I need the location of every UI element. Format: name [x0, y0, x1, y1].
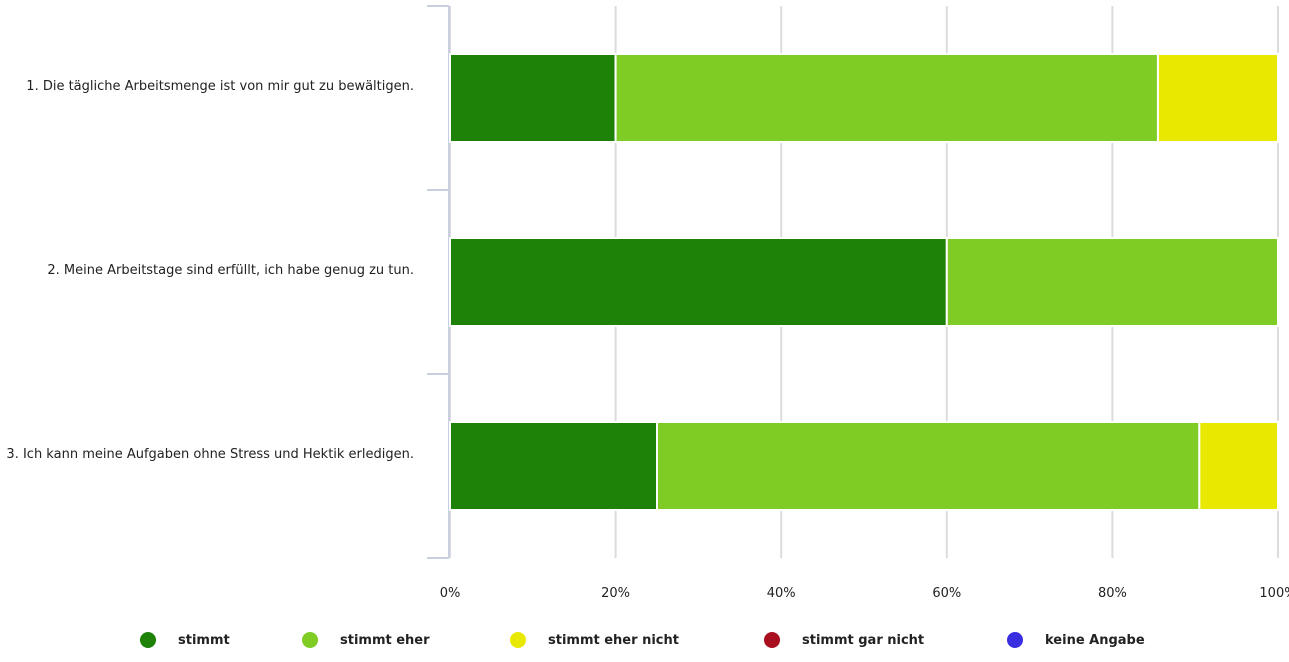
legend-item: stimmt eher nicht [510, 632, 679, 648]
bar-segment [449, 237, 948, 327]
bar-segment [945, 237, 1279, 327]
y-axis-bracket [427, 5, 450, 559]
x-tick-label: 40% [767, 586, 796, 601]
legend-label: stimmt eher [340, 632, 430, 648]
legend-item: stimmt gar nicht [764, 632, 924, 648]
bar-segment [449, 421, 658, 511]
legend-label: stimmt gar nicht [802, 632, 925, 648]
x-tick-label: 80% [1098, 586, 1127, 601]
bar-segment [656, 421, 1201, 511]
category-label: 2. Meine Arbeitstage sind erfüllt, ich h… [47, 263, 414, 278]
x-tick-label: 60% [932, 586, 961, 601]
legend-label: keine Angabe [1045, 632, 1145, 648]
legend: stimmt stimmt eher stimmt eher nicht stimmt… [0, 632, 1289, 654]
category-label: 1. Die tägliche Arbeitsmenge ist von mir… [26, 79, 414, 94]
legend-swatch [302, 632, 318, 648]
bar-segment [1156, 53, 1279, 143]
legend-item: keine Angabe [1007, 632, 1145, 648]
x-tick-label: 0% [440, 586, 461, 601]
legend-swatch [510, 632, 526, 648]
bar-segment [449, 53, 617, 143]
bar-segment [1198, 421, 1279, 511]
legend-label: stimmt [178, 632, 230, 648]
category-label: 3. Ich kann meine Aufgaben ohne Stress u… [6, 447, 414, 462]
legend-swatch [1007, 632, 1023, 648]
legend-item: stimmt [140, 632, 230, 648]
x-tick-labels: 0% 20% 40% 60% 80% 100% [440, 586, 1289, 601]
x-tick-label: 20% [601, 586, 630, 601]
legend-label: stimmt eher nicht [548, 632, 679, 648]
legend-swatch [764, 632, 780, 648]
x-tick-label: 100% [1259, 586, 1289, 601]
legend-item: stimmt eher [302, 632, 430, 648]
legend-swatch [140, 632, 156, 648]
bar-segment [614, 53, 1159, 143]
bars [449, 53, 1279, 511]
